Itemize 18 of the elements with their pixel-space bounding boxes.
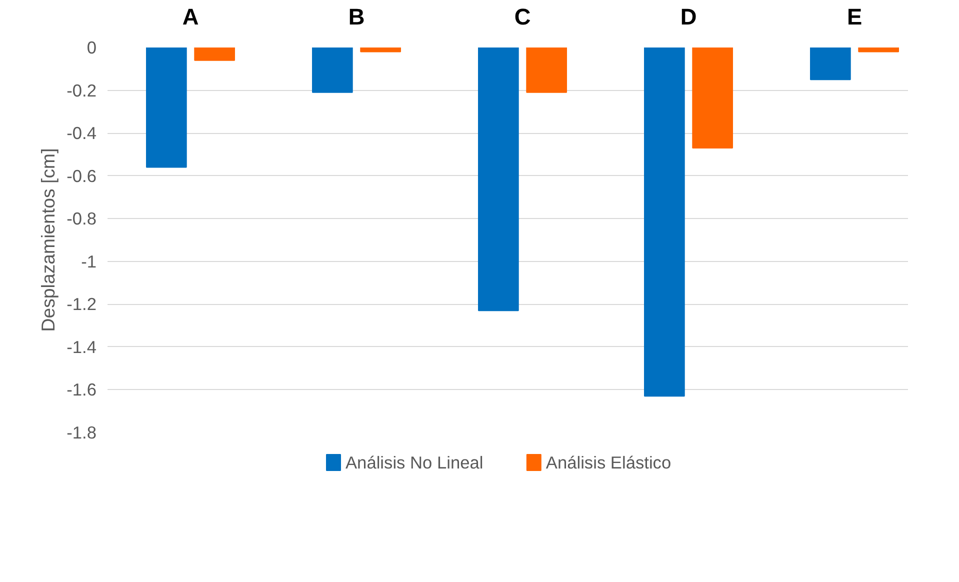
y-tick-label: -1.8 [66, 422, 96, 442]
y-tick-label: -1.2 [66, 294, 96, 314]
x-tick-label: D [680, 4, 697, 30]
x-tick-label: A [182, 4, 199, 30]
legend-label: Análisis Elástico [546, 452, 672, 472]
y-tick-label: -1.4 [66, 336, 97, 357]
y-axis-title: Desplazamientos [cm] [38, 148, 59, 332]
y-tick-label: 0 [86, 38, 97, 58]
y-tick-label: -0.8 [66, 208, 96, 229]
legend-label: Análisis No Lineal [346, 452, 484, 472]
x-tick-label: C [514, 4, 531, 30]
y-tick-label: -0.4 [66, 123, 97, 144]
y-tick-label: -0.6 [66, 166, 96, 186]
y-tick-label: -1 [81, 251, 97, 272]
y-tick-label: -1.6 [66, 380, 96, 400]
y-tick-label: -0.2 [66, 80, 96, 100]
x-tick-label: B [348, 4, 365, 30]
x-tick-label: E [846, 4, 862, 30]
